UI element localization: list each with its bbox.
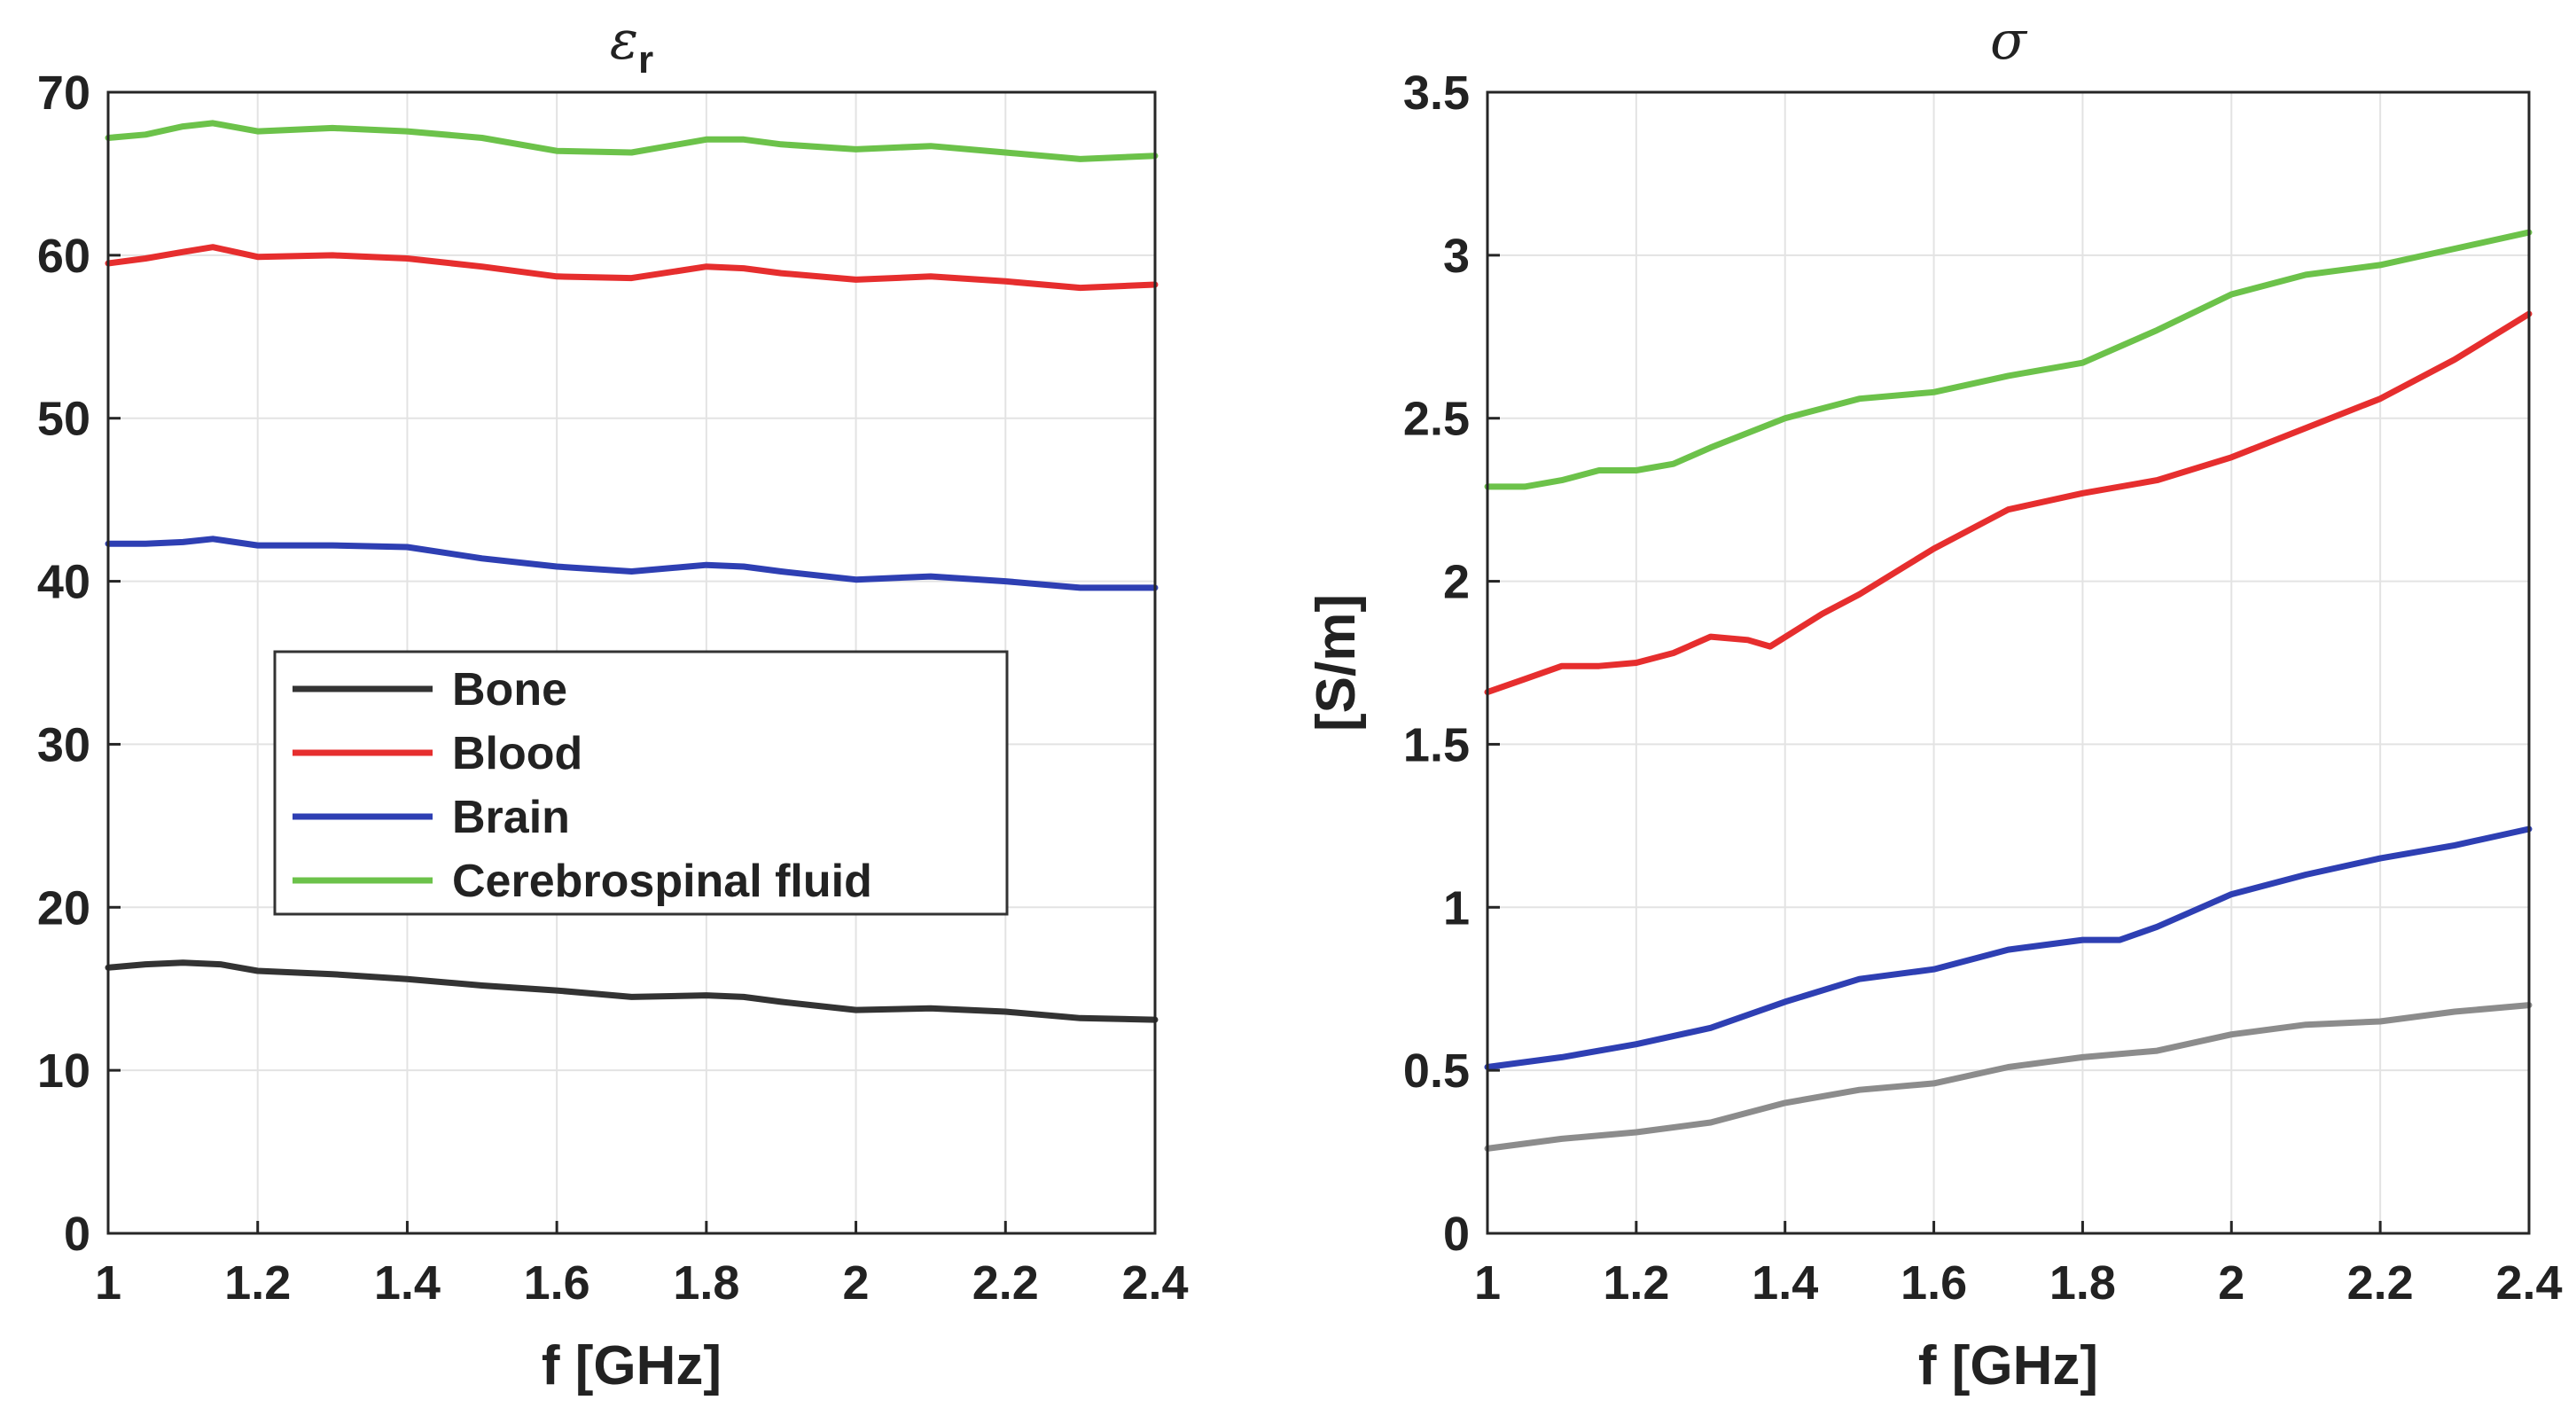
x-tick-label: 1 <box>95 1256 121 1310</box>
y-tick-label: 0 <box>64 1208 90 1261</box>
y-tick-label: 2 <box>1443 556 1470 609</box>
y-tick-label: 30 <box>37 718 90 771</box>
series-line-cerebrospinal-fluid <box>105 120 1159 162</box>
x-tick-label: 1.2 <box>224 1256 291 1310</box>
y-tick-label: 50 <box>37 393 90 446</box>
x-tick-label: 1.6 <box>1901 1256 1967 1310</box>
x-axis-label: f [GHz] <box>1918 1335 2098 1396</box>
chart-panel-0: 1 1.2 1.4 1.6 1.8 2 2.2 2.4 0 10 20 30 40 50 60 70 f [GH… <box>37 10 1189 1396</box>
legend-label: Blood <box>452 728 582 779</box>
chart-title: εr <box>610 10 653 82</box>
x-tick-label: 1.2 <box>1603 1256 1669 1310</box>
y-tick-label: 70 <box>37 66 90 120</box>
legend-box <box>273 650 1009 916</box>
x-axis-label: f [GHz] <box>542 1335 722 1396</box>
y-tick-label: 10 <box>37 1044 90 1098</box>
axes-frame <box>1486 90 2531 1235</box>
y-tick-label: 40 <box>37 556 90 609</box>
chart-panel-1: 1 1.2 1.4 1.6 1.8 2 2.2 2.4 0 0.5 1 1.5 2 2.5 3 3.5 f [G… <box>1306 10 2563 1396</box>
x-tick-label: 2.2 <box>972 1256 1039 1310</box>
y-tick-label: 3 <box>1443 230 1470 283</box>
y-tick-label: 0 <box>1443 1208 1470 1261</box>
y-tick-label: 3.5 <box>1403 66 1470 120</box>
x-tick-label: 1.4 <box>374 1256 441 1310</box>
y-tick-label: 0.5 <box>1403 1044 1470 1098</box>
x-tick-label: 1.4 <box>1752 1256 1818 1310</box>
y-tick-label: 1.5 <box>1403 718 1470 771</box>
legend-label: Bone <box>452 664 567 716</box>
legend-label: Brain <box>452 792 570 843</box>
x-tick-label: 1.8 <box>673 1256 739 1310</box>
y-tick-label: 1 <box>1443 881 1470 935</box>
chart-title-subscript: r <box>638 38 653 82</box>
x-tick-label: 1.6 <box>524 1256 590 1310</box>
series-line-cerebrospinal-fluid <box>1484 229 2533 490</box>
x-tick-label: 2 <box>843 1256 870 1310</box>
legend: Bone Blood Brain Cerebrospinal fluid <box>273 650 1009 916</box>
x-tick-label: 2.4 <box>1121 1256 1188 1310</box>
x-tick-label: 2.2 <box>2347 1256 2414 1310</box>
series-line-bone <box>105 959 1159 1023</box>
y-tick-label: 20 <box>37 881 90 935</box>
series-line-blood <box>1484 310 2533 696</box>
series-line-blood <box>105 244 1159 292</box>
legend-label: Cerebrospinal fluid <box>452 856 872 907</box>
x-tick-label: 1 <box>1474 1256 1501 1310</box>
axes-frame <box>106 90 1157 1235</box>
series-line-brain <box>1484 825 2533 1070</box>
x-tick-label: 1.8 <box>2049 1256 2116 1310</box>
x-tick-label: 2 <box>2218 1256 2244 1310</box>
y-tick-label: 2.5 <box>1403 393 1470 446</box>
x-tick-label: 2.4 <box>2495 1256 2562 1310</box>
series-line-brain <box>105 536 1159 591</box>
y-axis-label: [S/m] <box>1306 594 1367 731</box>
series-line-bone <box>1484 1002 2533 1152</box>
chart-title: σ <box>1990 10 2028 72</box>
y-tick-label: 60 <box>37 230 90 283</box>
